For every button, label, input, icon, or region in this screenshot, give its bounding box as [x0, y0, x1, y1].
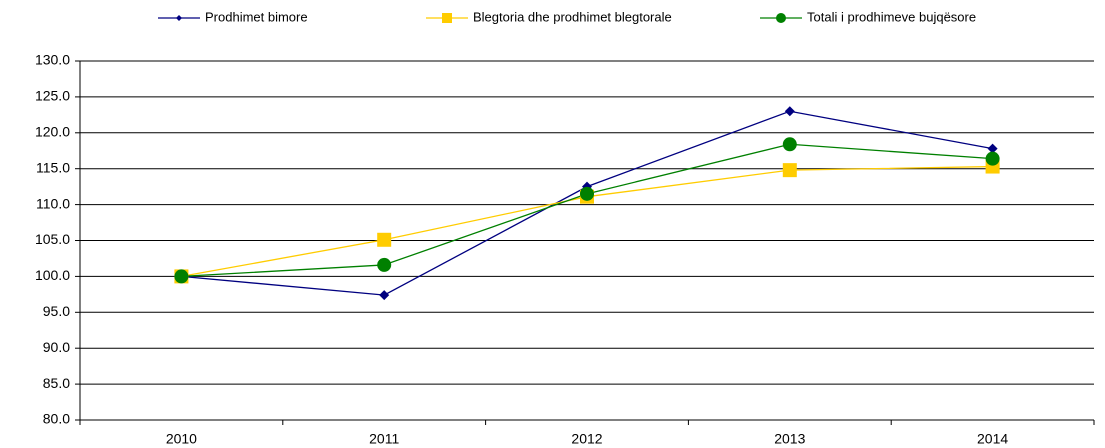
legend-marker: [176, 15, 182, 21]
x-tick-label: 2014: [977, 431, 1008, 447]
x-tick-label: 2011: [369, 431, 399, 447]
y-tick-label: 125.0: [35, 88, 70, 104]
data-point: [784, 106, 795, 117]
legend-marker: [442, 13, 452, 23]
y-tick-label: 115.0: [36, 159, 70, 175]
legend-label: Totali i prodhimeve bujqësore: [807, 9, 976, 24]
data-point: [580, 186, 594, 201]
x-tick-label: 2010: [166, 431, 197, 447]
legend-marker: [776, 13, 786, 23]
y-tick-label: 120.0: [35, 124, 70, 140]
y-tick-label: 105.0: [35, 231, 70, 247]
y-tick-label: 80.0: [43, 411, 70, 427]
data-point: [985, 151, 1000, 166]
data-point: [782, 163, 797, 178]
legend-label: Prodhimet bimore: [205, 9, 308, 24]
data-point: [987, 143, 998, 154]
x-tick-label: 2012: [571, 431, 602, 447]
y-tick-label: 130.0: [35, 52, 70, 68]
y-tick-label: 85.0: [43, 375, 70, 391]
series-line: [181, 143, 993, 278]
data-point: [377, 257, 392, 272]
y-tick-label: 90.0: [43, 339, 70, 355]
y-tick-label: 95.0: [43, 303, 70, 319]
data-point: [174, 269, 189, 284]
data-point: [379, 290, 390, 301]
y-tick-label: 100.0: [35, 267, 70, 283]
data-point: [782, 137, 797, 152]
x-tick-label: 2013: [774, 431, 805, 447]
data-point: [377, 232, 392, 247]
y-tick-label: 110.0: [36, 195, 70, 211]
legend-label: Blegtoria dhe prodhimet blegtorale: [473, 9, 672, 24]
